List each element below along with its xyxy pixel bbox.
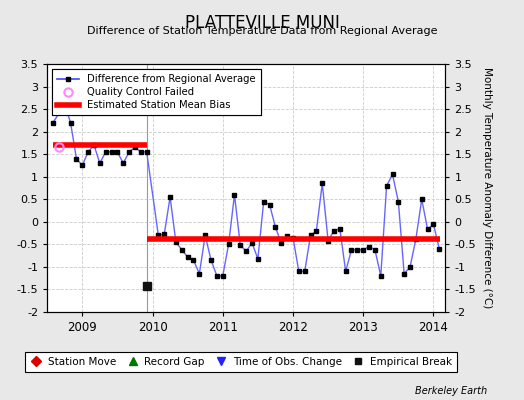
- Text: Berkeley Earth: Berkeley Earth: [415, 386, 487, 396]
- Text: Difference of Station Temperature Data from Regional Average: Difference of Station Temperature Data f…: [87, 26, 437, 36]
- Legend: Station Move, Record Gap, Time of Obs. Change, Empirical Break: Station Move, Record Gap, Time of Obs. C…: [25, 352, 457, 372]
- Legend: Difference from Regional Average, Quality Control Failed, Estimated Station Mean: Difference from Regional Average, Qualit…: [52, 69, 261, 115]
- Y-axis label: Monthly Temperature Anomaly Difference (°C): Monthly Temperature Anomaly Difference (…: [482, 67, 492, 309]
- Text: PLATTEVILLE MUNI: PLATTEVILLE MUNI: [184, 14, 340, 32]
